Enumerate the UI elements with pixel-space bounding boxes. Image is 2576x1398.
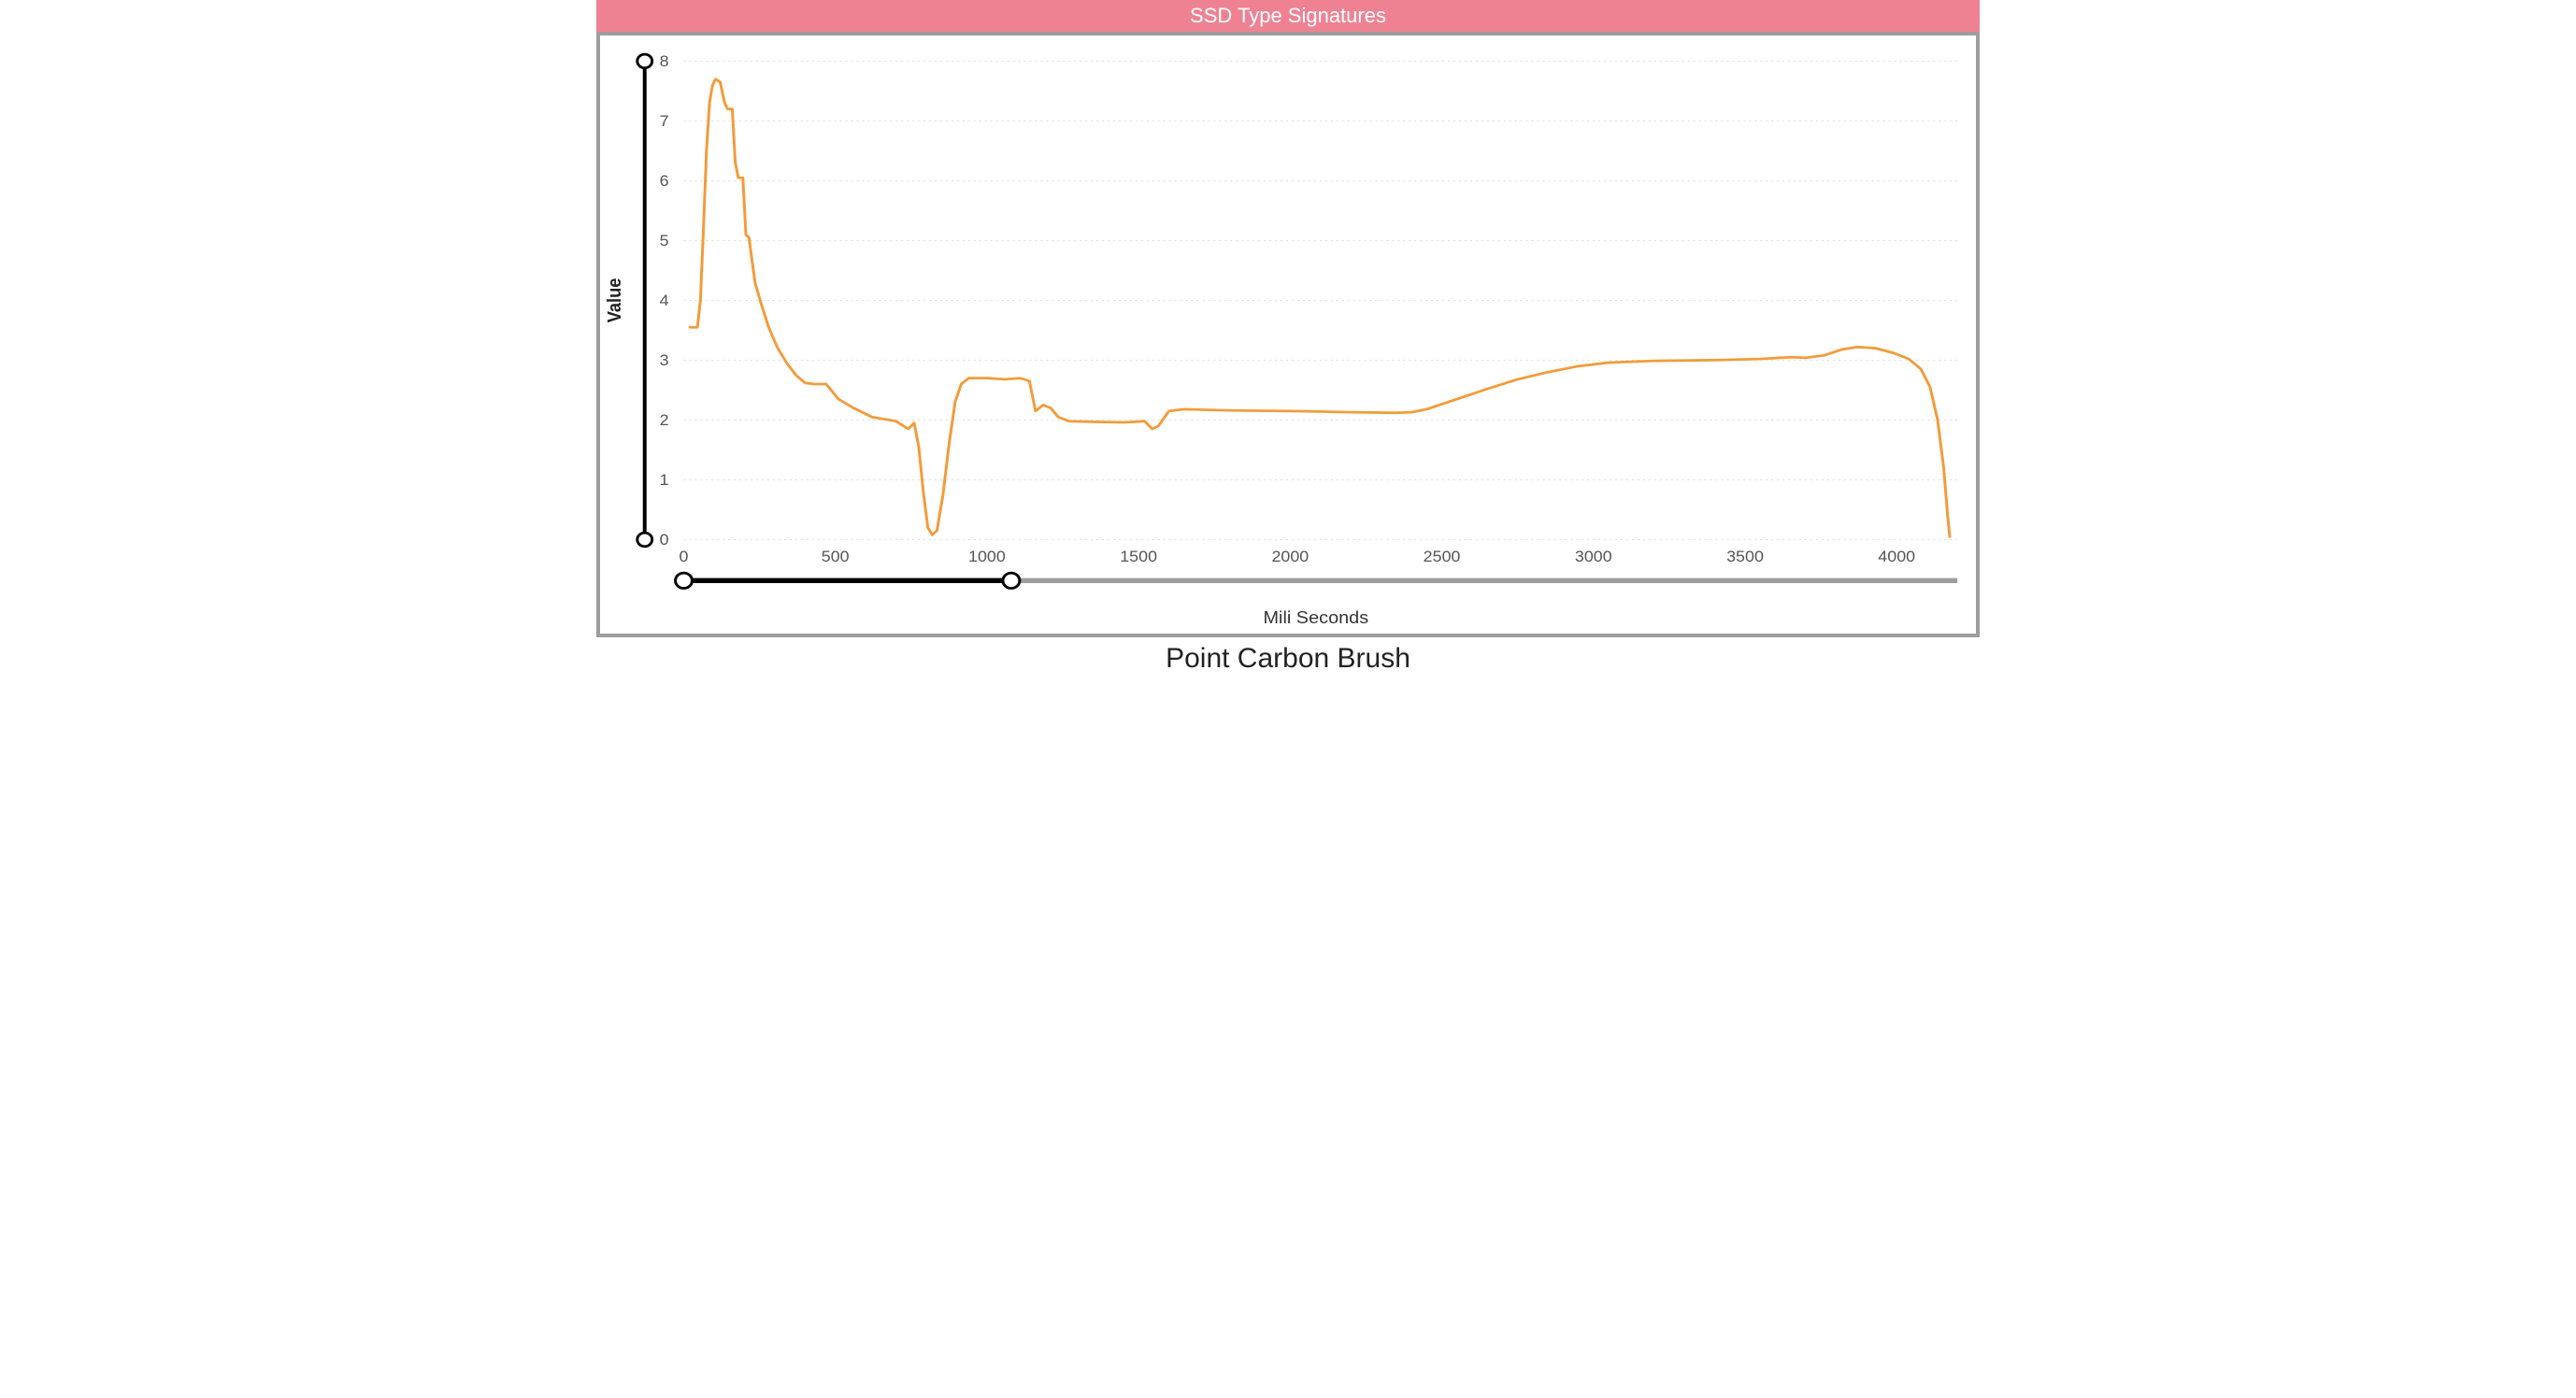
horizontal-gridlines	[684, 61, 1958, 539]
y-tick-label: 8	[660, 52, 669, 70]
y-tick-label: 3	[660, 351, 669, 369]
x-tick-label: 3500	[1726, 548, 1764, 565]
y-tick-label: 1	[660, 471, 669, 489]
panel-title-bar: SSD Type Signatures	[596, 0, 1980, 32]
y-tick-label: 7	[660, 112, 669, 130]
y-tick-label: 4	[660, 292, 669, 309]
y-tick-label: 0	[660, 531, 669, 549]
x-tick-label: 0	[680, 548, 689, 565]
x-axis-ticks: 0 500 1000 1500 2000 2500 3000 3500 4000	[680, 548, 1916, 565]
y-tick-label: 6	[660, 172, 669, 190]
y-tick-label: 2	[660, 411, 669, 429]
y-tick-label: 5	[660, 232, 669, 250]
x-axis-title: Mili Seconds	[1263, 609, 1368, 628]
x-slider-handle-left[interactable]	[676, 573, 693, 588]
x-axis-range-slider[interactable]	[676, 573, 1958, 588]
y-axis-range-slider[interactable]	[637, 54, 652, 547]
x-slider-handle-right[interactable]	[1003, 573, 1020, 588]
y-axis-ticks: 0 1 2 3 4 5 6 7 8	[660, 52, 669, 549]
x-tick-label: 500	[822, 548, 850, 565]
x-tick-label: 4000	[1878, 548, 1915, 565]
x-tick-label: 1500	[1120, 548, 1157, 565]
figure-caption: Point Carbon Brush	[596, 643, 1980, 675]
line-chart: 0 1 2 3 4 5 6 7 8 0 500 1000 1500 2000 2500 3000 3500 40…	[600, 36, 1976, 634]
data-series-line	[690, 79, 1950, 537]
x-tick-label: 1000	[968, 548, 1006, 565]
x-tick-label: 3000	[1575, 548, 1612, 565]
y-slider-handle-bottom[interactable]	[637, 533, 652, 547]
chart-area: 0 1 2 3 4 5 6 7 8 0 500 1000 1500 2000 2500 3000 3500 40…	[600, 36, 1976, 634]
y-axis-title: Value	[605, 278, 625, 323]
chart-panel: 0 1 2 3 4 5 6 7 8 0 500 1000 1500 2000 2500 3000 3500 40…	[596, 32, 1980, 637]
x-tick-label: 2000	[1271, 548, 1309, 565]
x-tick-label: 2500	[1424, 548, 1461, 565]
y-slider-handle-top[interactable]	[637, 54, 652, 68]
